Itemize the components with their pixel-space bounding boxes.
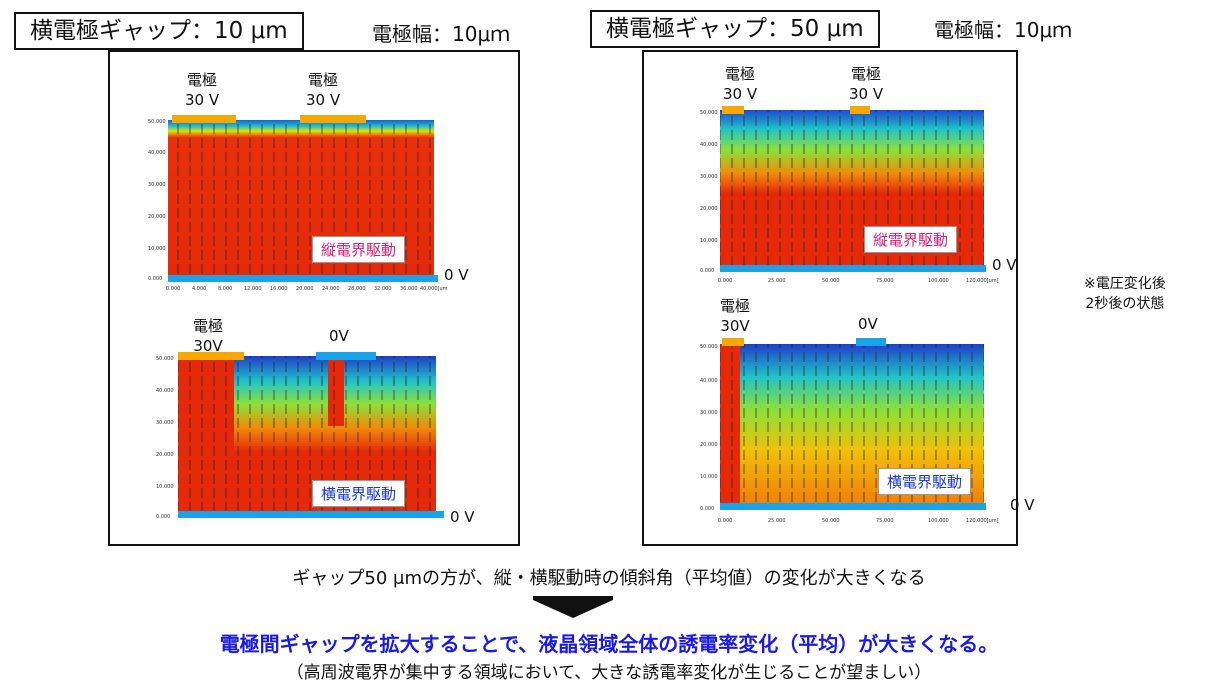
right-top-electrode2-label: 電極 30 V <box>849 65 884 103</box>
right-top-mode-label: 縦電界駆動 <box>864 226 958 253</box>
svg-text:10.000: 10.000 <box>700 474 718 480</box>
left-top-yaxis-ticks: 50.000 40.000 30.000 20.000 10.000 0.000 <box>148 119 166 282</box>
left-top-mode-label: 縦電界駆動 <box>312 236 406 263</box>
summary-text: ギャップ50 μmの方が、縦・横駆動時の傾斜角（平均値）の変化が大きくなる <box>292 568 926 589</box>
svg-text:30.000: 30.000 <box>156 420 174 426</box>
svg-text:0.000: 0.000 <box>718 278 732 284</box>
svg-text:120.000[um]: 120.000[um] <box>966 518 999 524</box>
left-bottom-simulation: 50.000 40.000 30.000 20.000 10.000 0.000 <box>156 352 444 520</box>
svg-text:100.000: 100.000 <box>928 278 949 284</box>
svg-text:8.000: 8.000 <box>218 286 232 292</box>
svg-text:12.000: 12.000 <box>244 286 262 292</box>
right-top-ground-label: 0 V <box>992 256 1017 274</box>
right-top-simulation: 50.000 40.000 30.000 20.000 10.000 0.000 0.… <box>700 106 999 284</box>
right-bottom-simulation: 50.000 40.000 30.000 20.000 10.000 0.000 0.… <box>700 338 999 524</box>
svg-text:0.000: 0.000 <box>166 286 180 292</box>
svg-text:40.000: 40.000 <box>156 388 174 394</box>
right-panel-title: 横電極ギャップ：50 μm <box>590 10 880 48</box>
right-top-yaxis-ticks: 50.000 40.000 30.000 20.000 10.000 0.000 <box>700 110 718 274</box>
right-top-xaxis-ticks: 0.000 25.000 50.000 75.000 100.000 120.000[… <box>718 278 999 284</box>
svg-text:0.000: 0.000 <box>148 276 162 282</box>
svg-text:30.000: 30.000 <box>148 182 166 188</box>
svg-text:100.000: 100.000 <box>928 518 949 524</box>
svg-text:24.000: 24.000 <box>322 286 340 292</box>
svg-text:16.000: 16.000 <box>270 286 288 292</box>
svg-text:10.000: 10.000 <box>148 246 166 252</box>
left-top-electrode2-label: 電極 30 V <box>306 71 341 109</box>
svg-text:4.000: 4.000 <box>192 286 206 292</box>
conclusion-text: 電極間ギャップを拡大することで、液晶領域全体の誘電率変化（平均）が大きくなる。 <box>219 632 999 656</box>
left-bottom-mode-label: 横電界駆動 <box>312 480 406 507</box>
right-bottom-electrode1-label: 電極 30V <box>720 297 751 335</box>
svg-text:20.000: 20.000 <box>148 214 166 220</box>
subnote-text: （高周波電界が集中する領域において、大きな誘電率変化が生じることが望ましい） <box>286 663 932 683</box>
svg-text:20.000: 20.000 <box>296 286 314 292</box>
svg-text:20.000: 20.000 <box>156 452 174 458</box>
svg-text:40.000: 40.000 <box>700 378 718 384</box>
svg-text:25.000: 25.000 <box>768 518 786 524</box>
right-top-electrode1-label: 電極 30 V <box>723 65 758 103</box>
left-bottom-electrode1-label: 電極 30V <box>193 317 224 355</box>
left-top-xaxis-ticks: 0.000 4.000 8.000 12.000 16.000 20.000 24.0… <box>166 286 448 292</box>
left-bottom-yaxis-ticks: 50.000 40.000 30.000 20.000 10.000 0.000 <box>156 356 174 520</box>
left-width-label: 電極幅：10μｍ <box>372 22 511 46</box>
svg-text:50.000: 50.000 <box>700 110 718 116</box>
svg-text:50.000: 50.000 <box>700 344 718 350</box>
svg-text:50.000: 50.000 <box>156 356 174 362</box>
left-panel-title: 横電極ギャップ：10 μm <box>14 12 304 50</box>
right-bottom-yaxis-ticks: 50.000 40.000 30.000 20.000 10.000 0.000 <box>700 344 718 512</box>
state-note: ※電圧変化後 2秒後の状態 <box>1084 276 1166 312</box>
svg-text:36.000: 36.000 <box>400 286 418 292</box>
left-top-ground-label: 0 V <box>444 266 469 284</box>
left-bottom-ground-label: 0 V <box>450 508 475 526</box>
svg-text:50.000: 50.000 <box>822 278 840 284</box>
svg-text:20.000: 20.000 <box>700 206 718 212</box>
svg-text:120.000[um]: 120.000[um] <box>966 278 999 284</box>
svg-text:50.000: 50.000 <box>822 518 840 524</box>
svg-text:32.000: 32.000 <box>374 286 392 292</box>
left-top-simulation: 50.000 40.000 30.000 20.000 10.000 0.000 0.… <box>148 115 448 292</box>
svg-text:10.000: 10.000 <box>700 238 718 244</box>
svg-text:75.000: 75.000 <box>876 278 894 284</box>
right-width-label: 電極幅：10μｍ <box>934 18 1073 42</box>
arrow-bar <box>533 596 613 600</box>
svg-text:10.000: 10.000 <box>156 484 174 490</box>
svg-text:40.000: 40.000 <box>700 142 718 148</box>
svg-text:25.000: 25.000 <box>768 278 786 284</box>
svg-text:0.000: 0.000 <box>156 514 170 520</box>
svg-text:0.000: 0.000 <box>700 506 714 512</box>
right-bottom-ground-label: 0 V <box>1010 496 1035 514</box>
svg-text:75.000: 75.000 <box>876 518 894 524</box>
svg-text:28.000: 28.000 <box>348 286 366 292</box>
svg-text:40.000[um]: 40.000[um] <box>420 286 448 292</box>
right-bottom-xaxis-ticks: 0.000 25.000 50.000 75.000 100.000 120.000[… <box>718 518 999 524</box>
svg-text:30.000: 30.000 <box>700 174 718 180</box>
svg-text:30.000: 30.000 <box>700 410 718 416</box>
left-top-electrode1-label: 電極 30 V <box>185 71 220 109</box>
down-arrow-icon <box>533 600 613 618</box>
svg-text:0.000: 0.000 <box>700 268 714 274</box>
svg-text:20.000: 20.000 <box>700 442 718 448</box>
svg-text:50.000: 50.000 <box>148 119 166 125</box>
svg-text:40.000: 40.000 <box>148 150 166 156</box>
svg-text:0.000: 0.000 <box>718 518 732 524</box>
right-bottom-electrode2-label: 0V <box>858 315 878 333</box>
left-bottom-electrode2-label: 0V <box>329 327 349 345</box>
right-bottom-mode-label: 横電界駆動 <box>878 468 972 495</box>
